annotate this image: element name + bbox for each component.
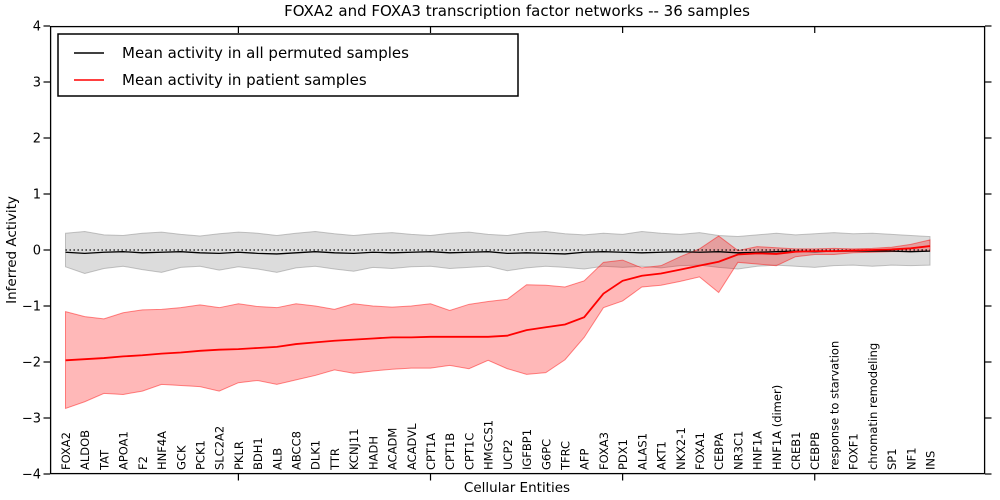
- permuted-mean-line: [65, 250, 931, 255]
- x-category-label: BDH1: [251, 437, 265, 470]
- x-category-label: PCK1: [193, 440, 207, 470]
- x-category-label: ALDOB: [78, 430, 92, 470]
- x-category-label: NR3C1: [731, 431, 745, 470]
- x-category-label: DLK1: [309, 440, 323, 470]
- x-category-label: FOXF1: [847, 433, 861, 470]
- x-category-label: INS: [924, 451, 938, 470]
- x-category-label: ALAS1: [635, 433, 649, 470]
- x-category-label: CREB1: [789, 432, 803, 471]
- x-axis-label: Cellular Entities: [464, 480, 570, 496]
- plot-frame: [49, 25, 986, 475]
- x-category-label: UCP2: [501, 439, 515, 470]
- y-axis-label: Inferred Activity: [4, 196, 20, 304]
- x-category-label: HADH: [366, 436, 380, 470]
- x-category-label: HNF1A (dimer): [770, 385, 784, 470]
- x-category-label: ACADM: [386, 428, 400, 470]
- y-tick-label: 1: [33, 188, 41, 203]
- x-category-label: HNF4A: [155, 431, 169, 470]
- x-category-label: AKT1: [655, 441, 669, 470]
- x-category-label: IGFBP1: [520, 429, 534, 470]
- patient-mean-line: [65, 245, 931, 362]
- x-category-label: chromatin remodeling: [866, 343, 880, 470]
- x-category-label: AFP: [578, 449, 592, 470]
- series-lines-layer: [65, 245, 931, 362]
- x-category-label: CEBPA: [712, 433, 726, 470]
- confidence-bands-layer: [65, 231, 931, 410]
- x-category-label: NKX2-1: [674, 427, 688, 470]
- x-category-label: GCK: [174, 445, 188, 470]
- x-category-label: G6PC: [539, 439, 553, 470]
- x-category-label: TTR: [328, 448, 342, 471]
- y-tick-label: −1: [22, 300, 41, 315]
- legend-label: Mean activity in patient samples: [122, 71, 367, 89]
- x-category-label: F2: [136, 456, 150, 470]
- x-category-label: ACADVL: [405, 423, 419, 470]
- x-category-label: CPT1C: [462, 433, 476, 470]
- legend: Mean activity in all permuted samples Mea…: [57, 33, 519, 97]
- x-category-label: NF1: [904, 447, 918, 470]
- x-category-label: FOXA3: [597, 432, 611, 470]
- x-category-label: CPT1A: [424, 433, 438, 470]
- y-tick-label: 0: [33, 244, 41, 259]
- legend-label: Mean activity in all permuted samples: [122, 44, 409, 62]
- x-category-label: TFRC: [558, 441, 572, 471]
- x-category-label: CPT1B: [443, 433, 457, 470]
- legend-box: [57, 33, 519, 97]
- y-tick-label: −3: [22, 412, 41, 427]
- x-category-label: TAT: [97, 449, 111, 471]
- x-category-label: SP1: [885, 448, 899, 470]
- y-tick-label: −2: [22, 356, 41, 371]
- x-category-label: ABCC8: [290, 431, 304, 470]
- x-category-label: response to starvation: [827, 341, 841, 470]
- chart-title: FOXA2 and FOXA3 transcription factor net…: [284, 2, 750, 20]
- y-tick-label: −4: [22, 468, 41, 483]
- x-category-label: ALB: [270, 448, 284, 470]
- x-category-label: APOA1: [117, 431, 131, 470]
- x-category-label: KCNJ11: [347, 428, 361, 470]
- y-tick-label: 2: [33, 132, 41, 147]
- x-category-label: HMGCS1: [482, 420, 496, 470]
- x-category-label: PDX1: [616, 439, 630, 470]
- x-category-label: SLC2A2: [213, 426, 227, 470]
- x-category-label: HNF1A: [751, 431, 765, 470]
- x-category-label: CEBPB: [808, 432, 822, 470]
- y-tick-label: 3: [33, 76, 41, 91]
- x-category-label: FOXA1: [693, 432, 707, 470]
- y-tick-label: 4: [33, 20, 41, 35]
- x-category-label: PKLR: [232, 441, 246, 470]
- ticks-layer: 4 3 2 1 0 −1 −2 −3 −4: [22, 20, 992, 483]
- x-category-label: FOXA2: [59, 432, 73, 470]
- x-category-labels-layer: FOXA2 ALDOB TAT APOA1 F2 HNF4A GCK PCK1 SLC2A2 PK…: [59, 341, 938, 471]
